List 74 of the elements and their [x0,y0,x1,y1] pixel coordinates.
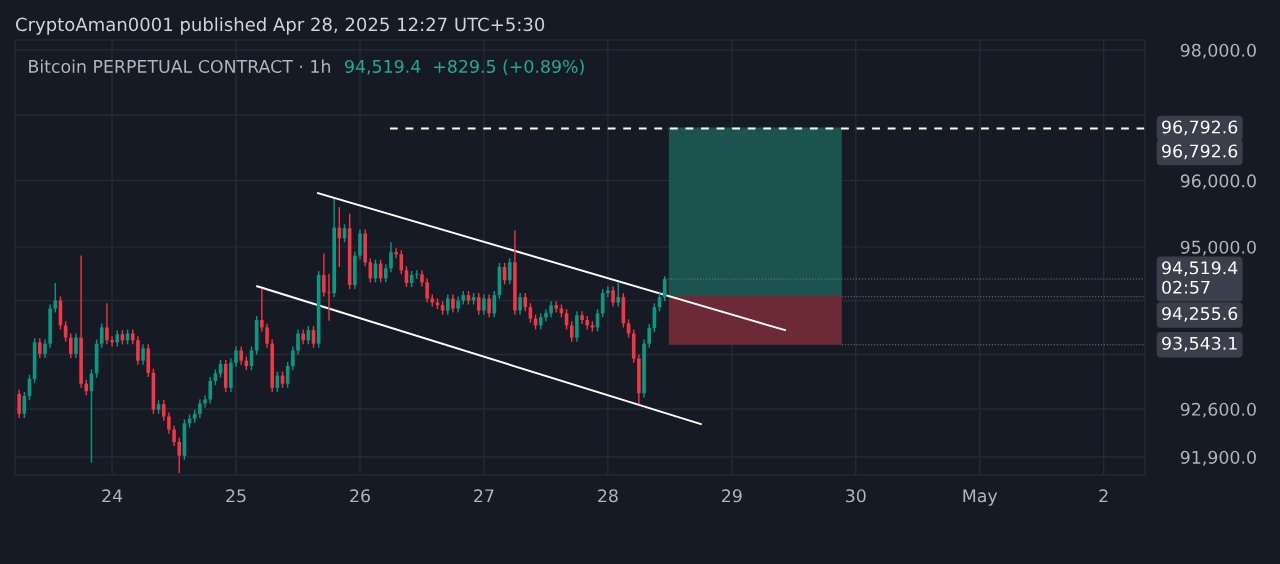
candlestick [384,263,388,284]
annotation: 93,543.1 [1162,336,1237,352]
candlestick [296,328,300,356]
candlestick [394,247,398,259]
x-tick-label: 26 [350,489,370,503]
x-tick-label: May [963,489,998,506]
candlestick [105,302,109,346]
y-tick-label: 91,900.0 [1180,450,1256,466]
y-tick-label: 98,000.0 [1180,43,1256,59]
x-tick-label: 25 [226,489,246,503]
text: 94,519.4 +829.5 (+0.89%) [345,59,584,76]
candlestick [518,292,522,316]
candlestick [136,335,140,366]
candlestick [141,343,145,366]
annotation: 94,255.6 [1162,306,1238,322]
candlestick [327,272,331,322]
candlestick [616,281,621,308]
candlestick [22,391,27,419]
candlestick [399,249,404,276]
annotation: 96,792.6 [1162,144,1238,160]
candlestick [544,308,548,323]
candlestick [358,228,362,261]
candlestick [260,287,264,333]
candlestick [203,394,207,409]
annotation: 94,519.4 02:57 [1162,261,1238,294]
x-tick-label: 30 [846,489,866,503]
x-tick-label: 29 [722,489,742,503]
candlestick [389,241,393,274]
annotation: 96,792.6 [1162,120,1238,136]
y-tick-label: 96,000.0 [1180,174,1256,190]
candlestick [172,424,176,447]
candlestick [110,335,114,348]
candlestick [569,320,574,343]
candlestick [74,332,78,359]
candlestick [600,288,605,319]
y-tick-label: 92,600.0 [1180,402,1256,418]
candlestick [291,345,295,371]
y-tick-label: 95,000.0 [1180,240,1256,256]
x-tick-label: 27 [474,489,494,503]
candlestick [575,310,579,343]
candlestick [177,437,182,474]
candlestick [265,322,269,349]
candlestick [239,345,244,366]
candlestick [223,359,228,393]
candlestick [425,277,429,304]
candlestick [482,293,486,316]
candlestick [99,322,104,349]
candlestick [43,338,47,359]
x-tick-label: 24 [102,489,123,503]
x-tick-label: 28 [598,489,618,503]
candlestick [234,345,238,368]
candlestick [445,293,450,316]
candlestick [662,275,667,302]
candlestick [507,257,512,286]
candlestick [476,292,481,316]
candlestick [17,389,21,419]
candlestick [322,252,326,298]
candlestick [161,399,166,422]
candlestick [208,376,213,405]
candlestick [53,282,58,314]
candlestick [37,337,42,359]
text: Bitcoin PERPETUAL CONTRACT · 1h [29,59,330,74]
candlestick [487,293,491,319]
candlestick [523,292,528,312]
candlestick [451,293,455,314]
candlestick [647,323,652,349]
candlestick [606,285,610,298]
candlestick [198,398,202,419]
candlestick [492,290,497,319]
candlestick [611,285,615,308]
candlestick [167,411,171,435]
text: CryptoAman0001 published Apr 28, 2025 12:27 UTC+5:30 [16,17,545,35]
x-tick-label: 2 [1099,489,1108,503]
candlestick [68,332,73,359]
